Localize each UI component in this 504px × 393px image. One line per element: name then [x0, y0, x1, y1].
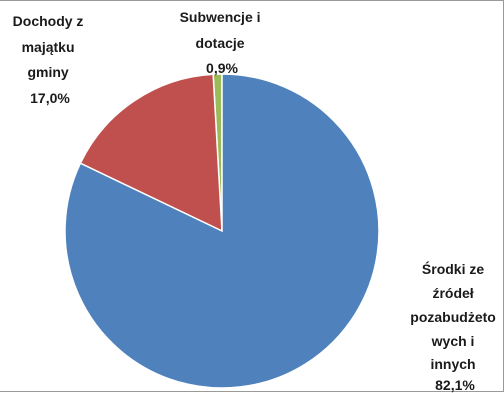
slice-label-srodki-line-4: wych i	[431, 333, 475, 349]
slice-value-srodki: 82,1%	[435, 377, 475, 393]
slice-label-srodki-line-5: innych	[430, 356, 475, 372]
slice-label-dochody-line-3: gminy	[27, 64, 68, 80]
pie-slice-srodki	[64, 73, 380, 389]
slice-label-subwencje-line-1: Subwencje i	[180, 9, 261, 25]
slice-label-srodki-line-1: Środki ze	[422, 260, 484, 277]
slice-label-dochody-line-1: Dochody z	[13, 13, 84, 29]
slice-label-srodki-line-3: pozabudżeto	[410, 309, 496, 325]
slice-label-srodki-line-2: źródeł	[432, 285, 473, 301]
slice-value-subwencje: 0,9%	[206, 60, 238, 76]
slice-label-subwencje-line-2: dotacje	[196, 35, 245, 51]
slice-label-dochody-line-2: majątku	[22, 39, 75, 55]
pie-slice-dochody	[79, 73, 223, 233]
pie-slices	[64, 73, 380, 389]
slice-value-dochody: 17,0%	[30, 90, 70, 106]
slice-label-subwencje: Subwencje i dotacje 0,9%	[180, 9, 265, 76]
slice-label-srodki: Środki ze źródeł pozabudżeto wych i inny…	[410, 260, 499, 393]
slice-label-dochody: Dochody z majątku gminy 17,0%	[13, 13, 88, 106]
